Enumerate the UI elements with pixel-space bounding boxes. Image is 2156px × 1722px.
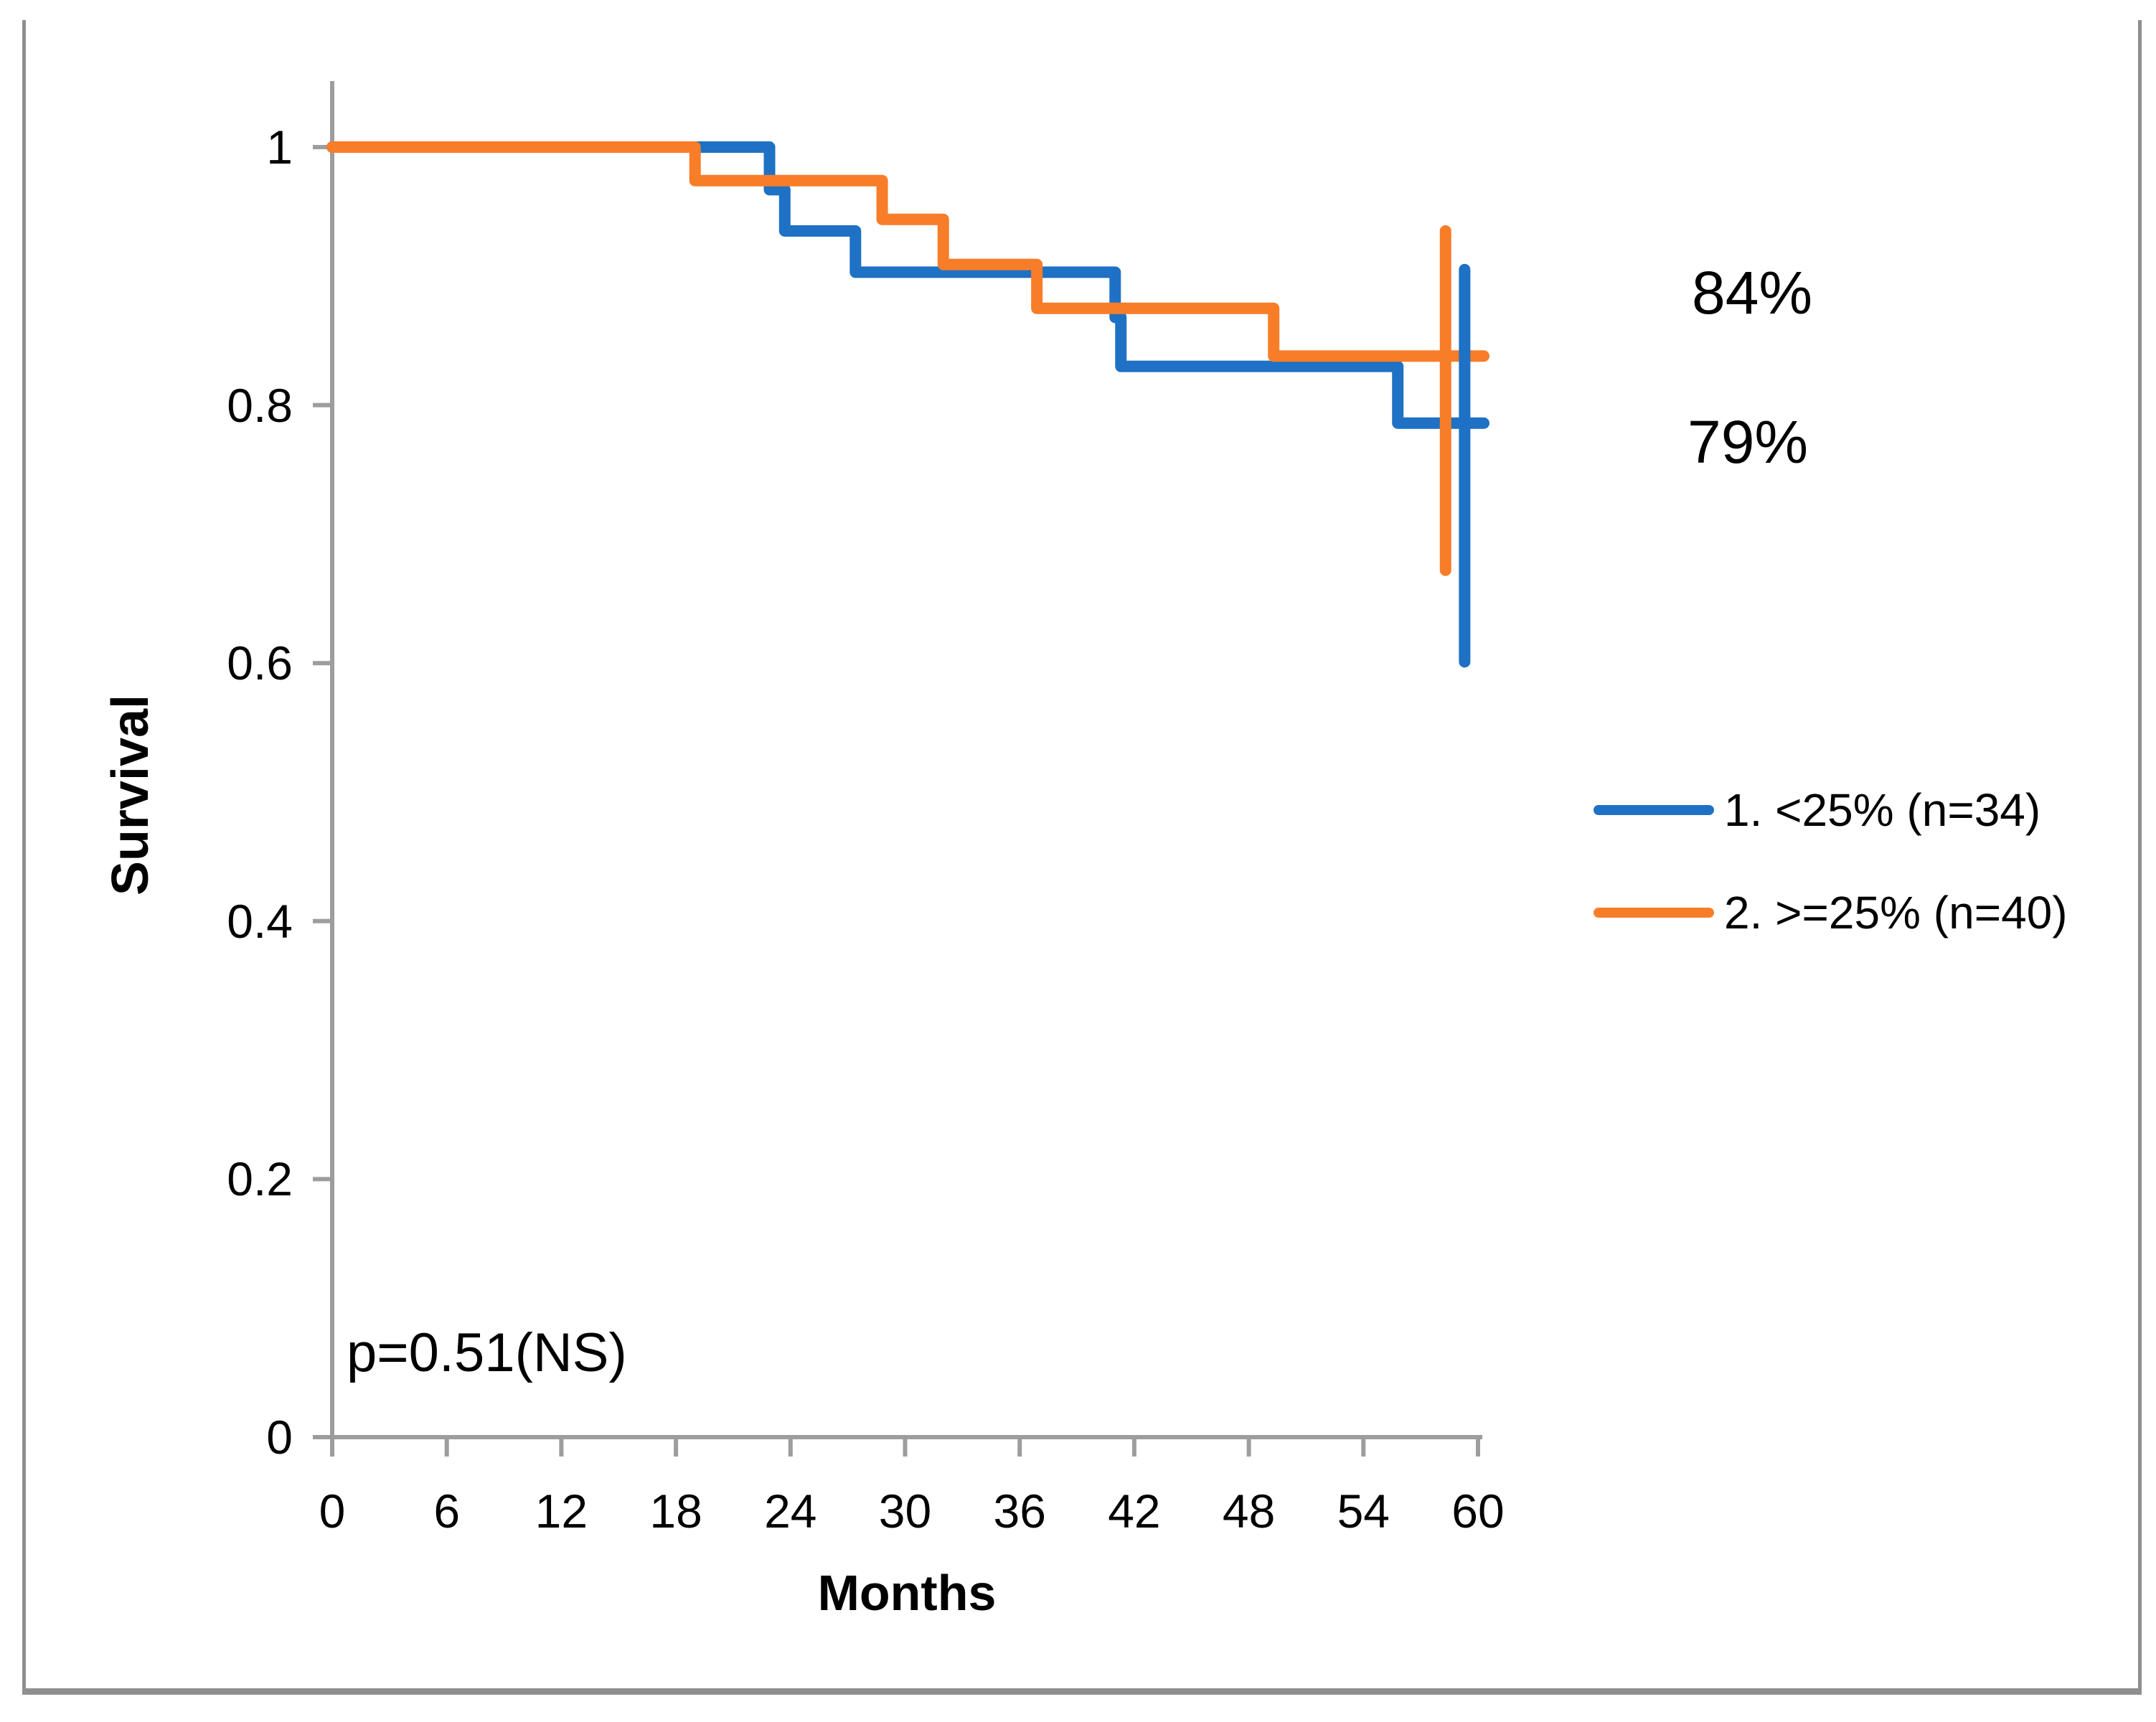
- x-tick-label: 48: [1222, 1485, 1276, 1538]
- legend-item-group1: 1. <25% (n=34): [1594, 781, 2068, 839]
- y-tick-label: 0.6: [227, 636, 293, 690]
- y-tick-label: 0.4: [227, 894, 293, 948]
- figure-border-frame: [22, 20, 2142, 1695]
- y-tick-label: 0.2: [227, 1152, 293, 1206]
- legend-label-group1: 1. <25% (n=34): [1724, 784, 2041, 836]
- x-tick-label: 60: [1451, 1485, 1505, 1538]
- blue-series-end-percent-label: 79%: [1687, 408, 1809, 476]
- orange-series-end-percent-label: 84%: [1692, 259, 1813, 326]
- y-tick-label: 1: [266, 121, 293, 174]
- x-tick-label: 12: [535, 1485, 588, 1538]
- x-tick-label: 36: [993, 1485, 1046, 1538]
- x-tick-label: 30: [878, 1485, 932, 1538]
- x-axis-title: Months: [817, 1565, 997, 1621]
- x-tick-label: 42: [1108, 1485, 1161, 1538]
- x-tick-label: 54: [1337, 1485, 1390, 1538]
- x-tick-label: 6: [433, 1485, 461, 1538]
- y-tick-label: 0.8: [227, 378, 293, 432]
- x-tick-label: 0: [319, 1485, 346, 1538]
- legend-label-group2: 2. >=25% (n=40): [1724, 887, 2068, 938]
- km-curve-group1-blue: [326, 141, 1490, 429]
- y-axis-title: Survival: [102, 694, 159, 896]
- p-value-annotation: p=0.51(NS): [347, 1322, 627, 1383]
- x-tick-label: 18: [649, 1485, 702, 1538]
- y-tick-label: 0: [266, 1411, 293, 1464]
- legend-swatch-orange-line: [1594, 908, 1714, 918]
- x-tick-label: 24: [764, 1485, 817, 1538]
- km-curve-group2-orange: [326, 141, 1490, 362]
- legend-swatch-blue-line: [1594, 805, 1714, 815]
- legend-item-group2: 2. >=25% (n=40): [1594, 884, 2068, 941]
- legend: 1. <25% (n=34) 2. >=25% (n=40): [1594, 781, 2068, 987]
